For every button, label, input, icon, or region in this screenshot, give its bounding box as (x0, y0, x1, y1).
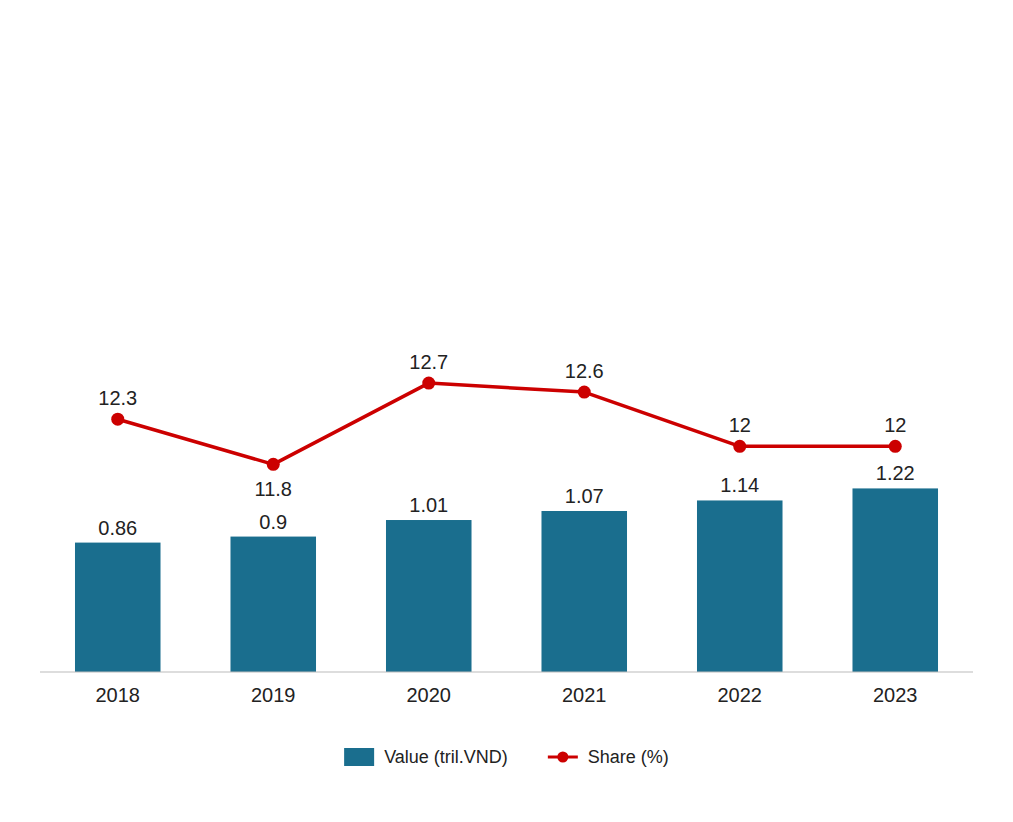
line-marker (111, 413, 124, 426)
bar-label: 1.14 (720, 474, 759, 496)
bar (541, 511, 627, 672)
line-marker (267, 458, 280, 471)
line-label: 12 (729, 414, 751, 436)
bar (386, 520, 472, 672)
bar (697, 500, 783, 672)
chart-svg: 0.86 0.9 1.01 1.07 1.14 1.22 12.3 11.8 12.7 12.6 1… (0, 0, 1013, 822)
x-tick-label: 2022 (718, 684, 763, 706)
bar (852, 488, 938, 672)
line-label: 12.7 (409, 351, 448, 373)
x-tick-label: 2019 (251, 684, 296, 706)
legend-item: Share (%) (548, 747, 669, 767)
legend-label: Value (tril.VND) (384, 747, 508, 767)
legend-item: Value (tril.VND) (344, 747, 508, 767)
bar-label: 0.86 (98, 517, 137, 539)
x-tick-label: 2021 (562, 684, 607, 706)
bar-label: 0.9 (259, 511, 287, 533)
bar-label: 1.01 (409, 494, 448, 516)
data-labels: 0.86 0.9 1.01 1.07 1.14 1.22 12.3 11.8 12.7 12.6 1… (98, 351, 914, 539)
x-axis-line (40, 671, 973, 672)
bar (75, 543, 161, 672)
x-tick-label: 2018 (96, 684, 141, 706)
bar-label: 1.22 (876, 462, 915, 484)
line-label: 12.3 (98, 387, 137, 409)
line-marker (578, 386, 591, 399)
plot-area (75, 377, 938, 672)
x-tick-label: 2020 (407, 684, 452, 706)
line-marker (733, 440, 746, 453)
line-label: 11.8 (255, 478, 292, 500)
bar-label: 1.07 (565, 485, 604, 507)
line-marker (889, 440, 902, 453)
x-tick-label: 2023 (873, 684, 918, 706)
chart-container: 0.86 0.9 1.01 1.07 1.14 1.22 12.3 11.8 12.7 12.6 1… (0, 0, 1013, 822)
bar (230, 537, 316, 672)
legend: Value (tril.VND) Share (%) (344, 747, 669, 767)
legend-swatch (344, 748, 374, 766)
line-label: 12 (884, 414, 906, 436)
line (118, 383, 896, 464)
legend-label: Share (%) (588, 747, 669, 767)
line-marker (422, 377, 435, 390)
line-label: 12.6 (565, 360, 604, 382)
legend-marker (557, 752, 568, 763)
